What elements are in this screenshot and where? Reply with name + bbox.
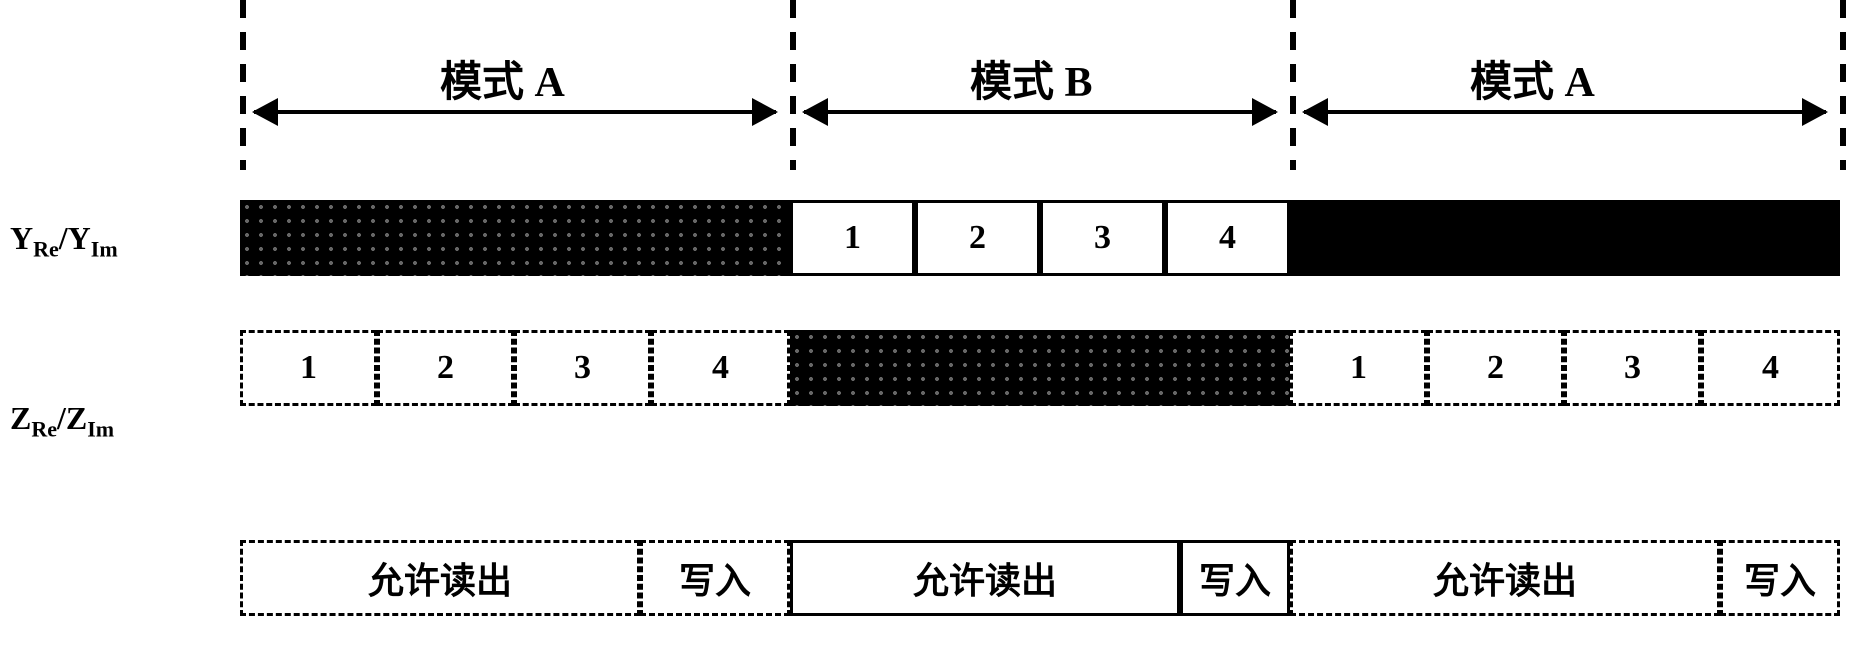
permission-cell-write: 写入: [1180, 540, 1290, 616]
mode-span-arrow: [804, 110, 1276, 114]
y-row: 1 2 3 4: [240, 200, 1840, 276]
permission-row: 允许读出 写入 允许读出 写入 允许读出 写入: [240, 540, 1840, 616]
mode-delimiter: [1840, 0, 1846, 170]
z-row: 1 2 3 4 1 2 3 4: [240, 330, 1840, 406]
mode-label-b: 模式 B: [970, 48, 1093, 109]
y-cell: 1: [790, 200, 915, 276]
z-dark-segment: [790, 330, 1290, 406]
permission-cell-write: 写入: [1720, 540, 1840, 616]
y-dark-segment: [240, 200, 790, 276]
permission-cell-read: 允许读出: [240, 540, 640, 616]
z-cell: 3: [514, 330, 651, 406]
mode-label-a2: 模式 A: [1470, 48, 1595, 109]
y-cell: 3: [1040, 200, 1165, 276]
mode-delimiter: [1290, 0, 1296, 170]
y-cell: 2: [915, 200, 1040, 276]
z-cell: 4: [1701, 330, 1840, 406]
y-cell: 4: [1165, 200, 1290, 276]
mode-span-arrow: [254, 110, 776, 114]
permission-cell-read: 允许读出: [1290, 540, 1720, 616]
row-y-label: YRe/YIm: [10, 220, 118, 262]
y-dark-segment: [1290, 200, 1840, 276]
mode-span-arrow: [1304, 110, 1826, 114]
mode-delimiter: [790, 0, 796, 170]
z-cell: 2: [377, 330, 514, 406]
permission-cell-read: 允许读出: [790, 540, 1180, 616]
row-z-label: ZRe/ZIm: [10, 400, 114, 442]
permission-cell-write: 写入: [640, 540, 790, 616]
z-cell: 2: [1427, 330, 1564, 406]
mode-delimiter: [240, 0, 246, 170]
z-cell: 3: [1564, 330, 1701, 406]
z-cell: 4: [651, 330, 790, 406]
z-cell: 1: [1290, 330, 1427, 406]
z-cell: 1: [240, 330, 377, 406]
mode-label-a1: 模式 A: [440, 48, 565, 109]
